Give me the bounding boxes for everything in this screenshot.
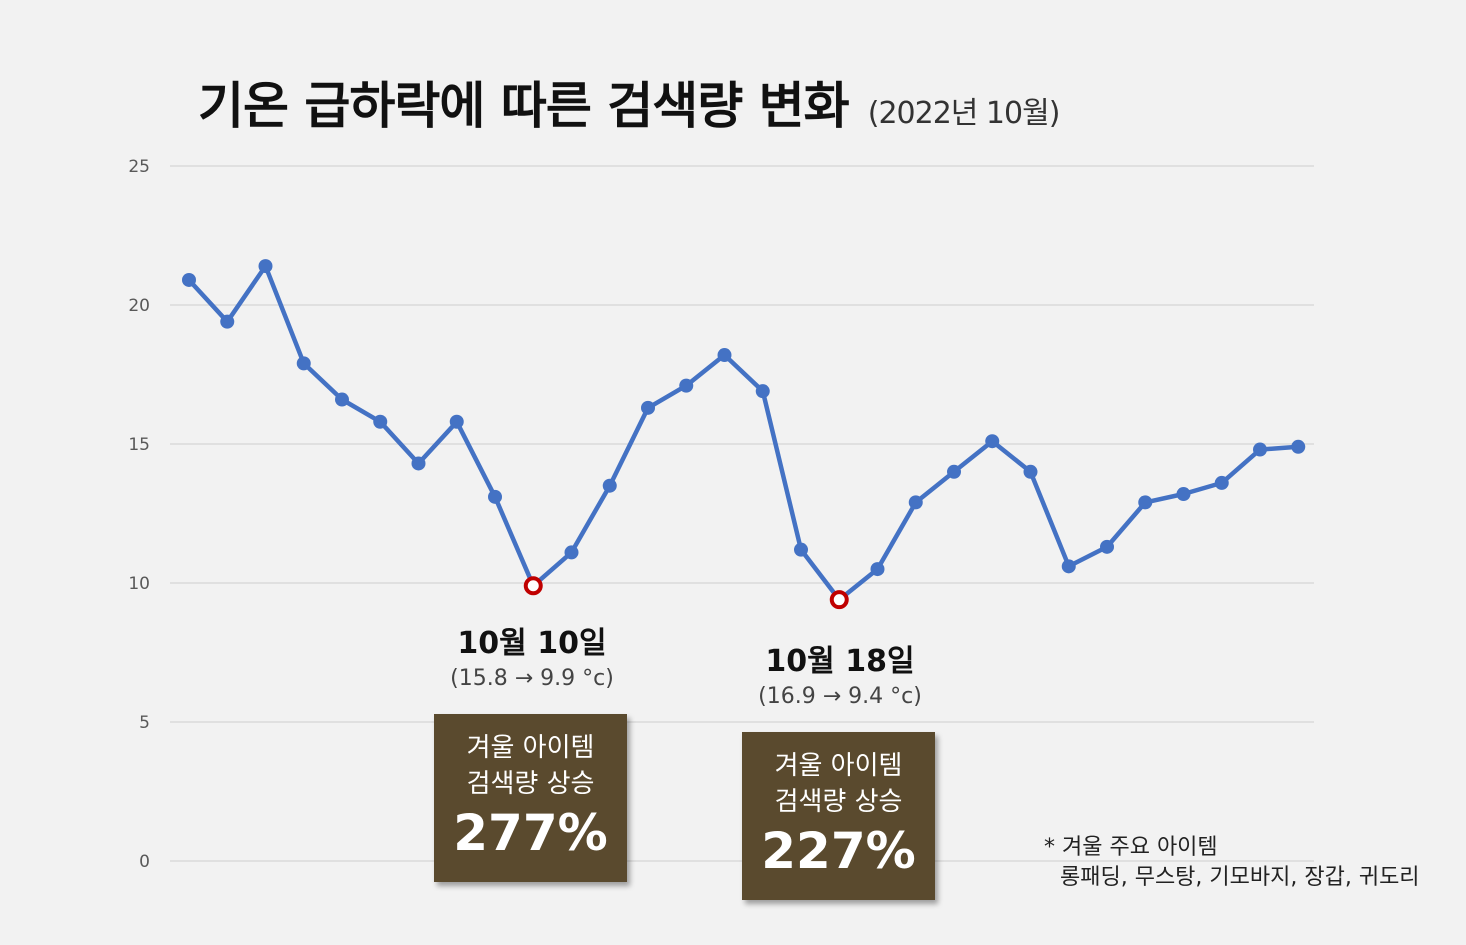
chart-subtitle: (2022년 10월) [867, 96, 1061, 131]
annotation-box-1-line2: 검색량 상승 [466, 769, 595, 799]
series-line-layer [187, 263, 1299, 602]
y-tick-label: 0 [139, 852, 150, 872]
data-point [1138, 495, 1153, 510]
series-line [187, 263, 1299, 602]
annotation-date-1: 10월 10일 [457, 626, 607, 661]
data-point [1214, 475, 1229, 490]
y-axis-ticks: 0 5 10 15 20 25 [128, 157, 150, 872]
data-point [1291, 439, 1306, 454]
data-point [335, 392, 349, 407]
annotation-box-2-line2: 검색량 상승 [774, 787, 903, 817]
highlight-point [523, 576, 543, 596]
annotation-box-1: 겨울 아이템 검색량 상승 277% [434, 714, 627, 882]
data-point [449, 414, 464, 429]
annotation-box-1-line1: 겨울 아이템 [466, 733, 595, 763]
data-point [870, 562, 885, 577]
y-tick-label: 20 [128, 296, 150, 316]
annotation-box-2-percent: 227% [761, 822, 916, 880]
data-points [182, 259, 1306, 610]
data-point [1176, 487, 1191, 502]
data-point [679, 378, 694, 393]
data-point [564, 545, 579, 560]
annotation-box-1-percent: 277% [453, 804, 608, 862]
y-tick-label: 25 [128, 157, 150, 177]
data-point [717, 348, 732, 363]
annotation-temp-1: (15.8 → 9.9 °c) [450, 666, 614, 691]
data-point [258, 259, 273, 274]
annotation-date-2: 10월 18일 [765, 644, 915, 679]
footnote-line1: * 겨울 주요 아이템 [1044, 835, 1218, 860]
data-point [1253, 442, 1267, 457]
y-tick-label: 15 [128, 435, 150, 455]
data-point [1023, 464, 1038, 479]
data-point [1100, 539, 1114, 554]
data-point [755, 384, 770, 399]
data-point [373, 414, 388, 429]
annotation-box-2: 겨울 아이템 검색량 상승 227% [742, 732, 935, 900]
data-point [908, 495, 923, 510]
y-tick-label: 10 [128, 574, 150, 594]
footnote-line2: 롱패딩, 무스탕, 기모바지, 장갑, 귀도리 [1060, 865, 1420, 890]
footnote: * 겨울 주요 아이템 롱패딩, 무스탕, 기모바지, 장갑, 귀도리 [1044, 833, 1420, 893]
data-point [220, 314, 235, 329]
data-point [794, 542, 808, 557]
data-point [602, 478, 617, 493]
data-point [1061, 559, 1076, 574]
highlight-point [829, 590, 849, 610]
data-point [985, 434, 1000, 449]
gridlines [170, 165, 1314, 862]
data-point [296, 356, 311, 371]
data-point [411, 456, 426, 471]
data-point [182, 272, 196, 287]
y-tick-label: 5 [139, 713, 150, 733]
chart-title-block: 기온 급하락에 따른 검색량 변화 (2022년 10월) [198, 66, 1061, 138]
annotation-temp-2: (16.9 → 9.4 °c) [758, 684, 922, 709]
chart-title: 기온 급하락에 따른 검색량 변화 [198, 77, 850, 135]
data-point [488, 489, 502, 504]
data-point [947, 464, 961, 479]
annotation-box-2-line1: 겨울 아이템 [774, 751, 903, 781]
data-point [641, 400, 655, 415]
